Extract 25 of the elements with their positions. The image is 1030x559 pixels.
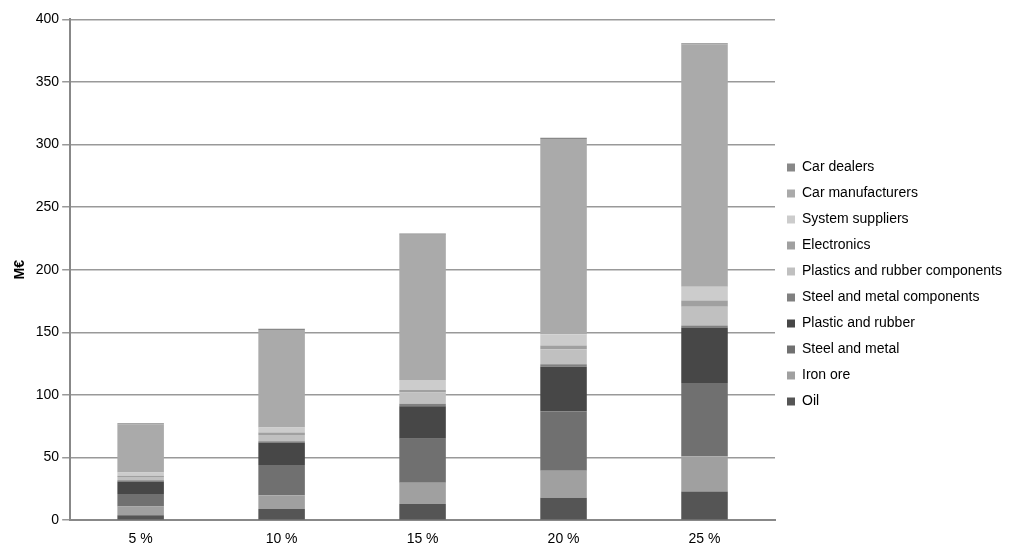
- y-tick-label: 150: [35, 323, 60, 340]
- legend-label: Electronics: [802, 236, 871, 253]
- y-tick-label: 0: [51, 511, 60, 528]
- y-tick-label: 250: [35, 198, 60, 215]
- x-tick-label: 25 %: [688, 530, 721, 547]
- y-tick-label: 400: [35, 10, 60, 27]
- x-tick-label: 10 %: [265, 530, 298, 547]
- x-tick-label: 15 %: [406, 530, 439, 547]
- legend-label: Plastic and rubber: [802, 314, 916, 331]
- legend-label: System suppliers: [802, 210, 909, 227]
- x-tick-label: 20 %: [547, 530, 580, 547]
- y-tick-label: 50: [43, 448, 60, 465]
- y-axis-title: M€: [11, 259, 28, 280]
- y-tick-label: 300: [35, 135, 60, 152]
- y-tick-label: 350: [35, 72, 60, 89]
- y-tick-label: 200: [35, 260, 60, 277]
- legend-label: Oil: [802, 392, 820, 409]
- legend-label: Steel and metal components: [802, 288, 980, 305]
- x-tick-label: 5 %: [128, 530, 153, 547]
- legend-label: Steel and metal: [802, 340, 900, 357]
- legend-label: Car dealers: [802, 158, 875, 175]
- legend-label: Iron ore: [802, 366, 851, 383]
- legend-label: Car manufacturers: [802, 184, 918, 201]
- legend-label: Plastics and rubber components: [802, 262, 1002, 279]
- y-tick-label: 100: [35, 385, 60, 402]
